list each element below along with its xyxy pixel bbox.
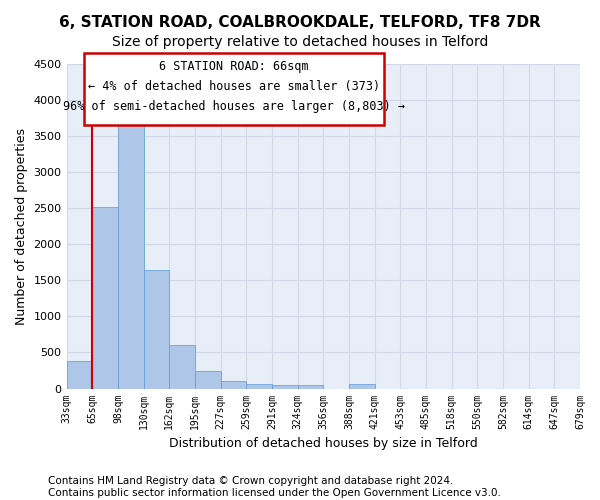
Text: Size of property relative to detached houses in Telford: Size of property relative to detached ho… [112, 35, 488, 49]
Bar [221, 382, 246, 388]
Bar [169, 346, 195, 389]
Bar [349, 384, 374, 388]
Bar [195, 371, 221, 388]
Bar [67, 361, 92, 388]
Bar [118, 120, 143, 388]
Bar [272, 386, 298, 388]
X-axis label: Distribution of detached houses by size in Telford: Distribution of detached houses by size … [169, 437, 478, 450]
Text: ← 4% of detached houses are smaller (373): ← 4% of detached houses are smaller (373… [88, 80, 380, 93]
Text: 96% of semi-detached houses are larger (8,803) →: 96% of semi-detached houses are larger (… [63, 100, 405, 113]
Text: Contains HM Land Registry data © Crown copyright and database right 2024.: Contains HM Land Registry data © Crown c… [48, 476, 454, 486]
Bar [246, 384, 272, 388]
Text: 6, STATION ROAD, COALBROOKDALE, TELFORD, TF8 7DR: 6, STATION ROAD, COALBROOKDALE, TELFORD,… [59, 15, 541, 30]
Text: 6 STATION ROAD: 66sqm: 6 STATION ROAD: 66sqm [159, 60, 309, 73]
Bar [298, 386, 323, 388]
Y-axis label: Number of detached properties: Number of detached properties [15, 128, 28, 325]
Bar [92, 207, 118, 388]
Text: Contains public sector information licensed under the Open Government Licence v3: Contains public sector information licen… [48, 488, 501, 498]
Bar [143, 270, 169, 388]
